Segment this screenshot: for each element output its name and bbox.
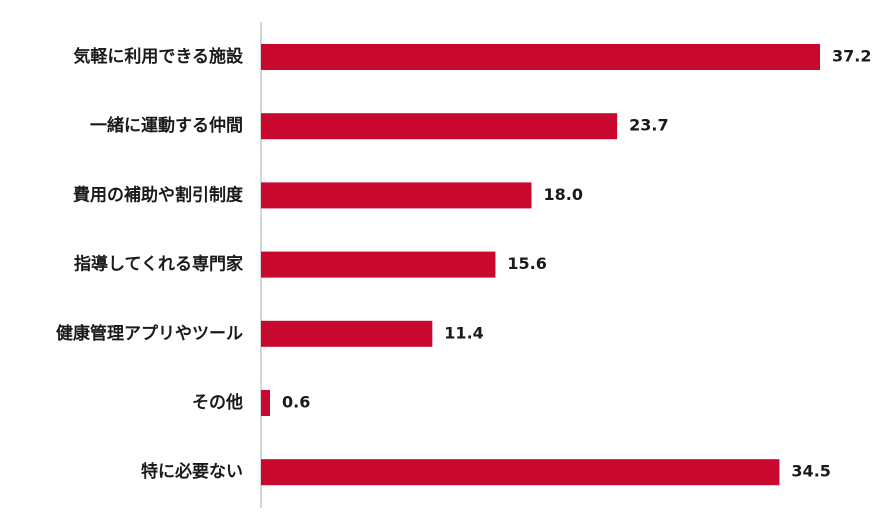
data-label: 11.4 [444, 323, 483, 342]
category-label: 費用の補助や割引制度 [73, 184, 244, 205]
data-label: 0.6 [282, 393, 310, 412]
data-label: 37.2 [832, 47, 871, 66]
data-label: 18.0 [543, 185, 582, 204]
bar [261, 182, 532, 209]
category-label: 特に必要ない [141, 461, 243, 482]
category-label: 一緒に運動する仲間 [90, 115, 243, 136]
category-label: 気軽に利用できる施設 [72, 46, 244, 67]
bar [261, 251, 496, 278]
category-label: 指導してくれる専門家 [74, 254, 243, 275]
bar [261, 459, 780, 486]
category-label: その他 [192, 392, 243, 413]
category-label: 健康管理アプリやツール [56, 323, 243, 344]
bar [261, 113, 618, 140]
bar [261, 390, 271, 416]
bar [261, 320, 433, 347]
data-label: 23.7 [629, 116, 668, 135]
bar [261, 44, 820, 70]
data-label: 34.5 [791, 462, 830, 481]
data-label: 15.6 [507, 254, 546, 273]
